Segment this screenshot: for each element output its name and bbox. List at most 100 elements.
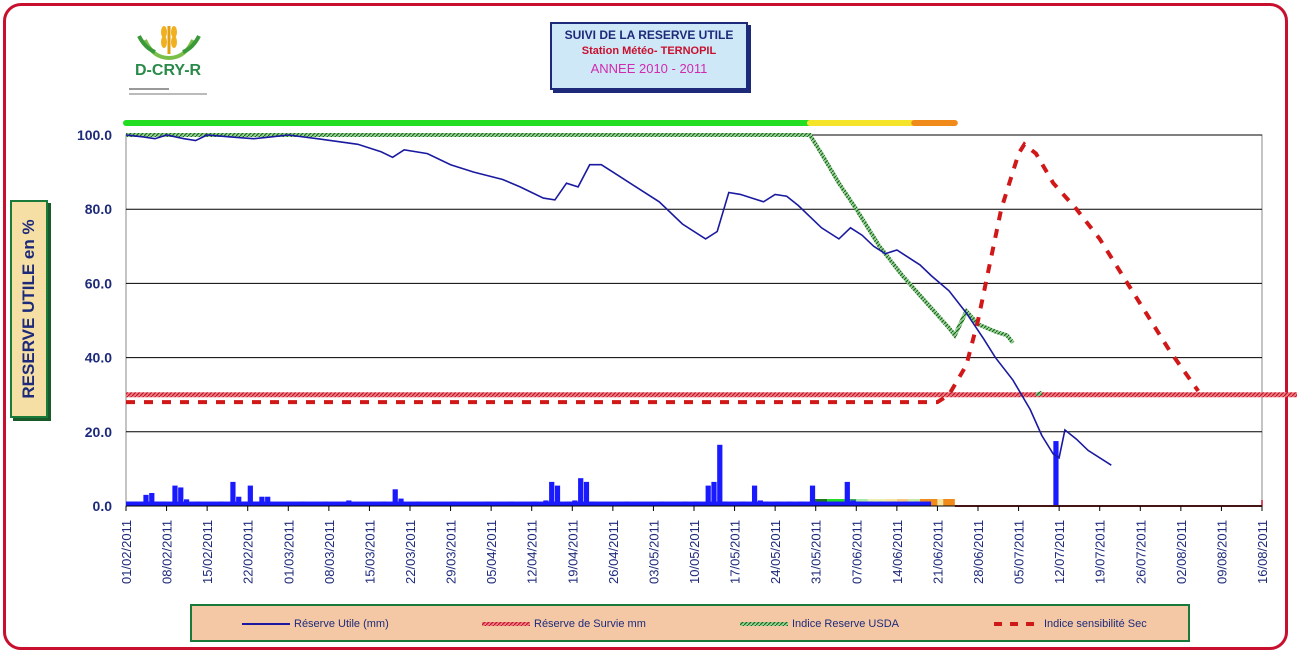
- chart-title: SUIVI DE LA RESERVE UTILE: [564, 28, 734, 42]
- x-tick-label: 08/03/2011: [322, 520, 337, 584]
- x-tick-label: 15/03/2011: [362, 520, 377, 584]
- precip-bar: [236, 496, 242, 506]
- precipitation-bars: [126, 441, 1059, 506]
- plot-area: [125, 134, 1263, 507]
- precip-bar: [717, 444, 723, 506]
- series-reserve-utile: [125, 134, 1112, 466]
- chart-station: Station Météo- TERNOPIL: [581, 45, 717, 57]
- x-tick-label: 12/07/2011: [1052, 520, 1067, 584]
- precip-bar: [381, 501, 387, 506]
- precip-bar: [815, 501, 821, 506]
- x-tick-label: 21/06/2011: [930, 520, 945, 584]
- precip-bar: [450, 501, 456, 506]
- precip-bar: [549, 481, 555, 506]
- precip-bar: [763, 501, 769, 506]
- x-tick-label: 02/08/2011: [1174, 520, 1189, 584]
- x-tick-label: 17/05/2011: [728, 520, 743, 584]
- x-tick-label: 14/06/2011: [890, 520, 905, 584]
- precip-bar: [218, 501, 224, 506]
- legend-item-reserve: Réserve Utile (mm): [242, 618, 389, 630]
- x-tick-label: 16/08/2011: [1255, 520, 1270, 584]
- legend-item-usda: Indice Reserve USDA: [740, 618, 899, 630]
- chart-title-box: SUIVI DE LA RESERVE UTILE Station Météo-…: [550, 22, 748, 90]
- legend-label-reserve: Réserve Utile (mm): [294, 618, 389, 630]
- precip-bar: [821, 501, 827, 506]
- precip-bar: [856, 501, 862, 506]
- precip-bar: [398, 498, 404, 506]
- x-tick-label: 05/04/2011: [484, 520, 499, 584]
- x-tick-label: 07/06/2011: [849, 520, 864, 584]
- precip-bar: [247, 485, 253, 506]
- precip-bar: [711, 481, 717, 506]
- precip-bar: [659, 501, 665, 506]
- precip-baseline: [126, 501, 930, 506]
- series-lines: [125, 133, 1297, 507]
- stage-bars: [123, 120, 958, 506]
- x-tick-label: 01/03/2011: [281, 520, 296, 584]
- x-tick-label: 24/05/2011: [768, 520, 783, 584]
- precip-bar: [508, 501, 514, 506]
- logo-text: D-CRY-R: [135, 62, 202, 79]
- x-tick-label: 12/04/2011: [525, 520, 540, 584]
- chart-frame: [3, 3, 1288, 650]
- precip-bar: [925, 501, 932, 506]
- precip-bar: [183, 499, 190, 506]
- chart-year: ANNEE 2010 - 2011: [590, 61, 708, 76]
- legend-label-sensibilite: Indice sensibilité Sec: [1044, 618, 1147, 630]
- precip-bar: [415, 501, 422, 506]
- precip-bar: [798, 501, 804, 506]
- y-tick-labels: 0.0 20.0 40.0 60.0 80.0 100.0: [77, 127, 112, 514]
- x-tick-label: 26/04/2011: [606, 520, 621, 584]
- x-tick-label: 05/07/2011: [1012, 520, 1027, 584]
- precip-bar: [178, 487, 184, 506]
- precip-bar: [299, 501, 306, 506]
- precip-bar: [902, 501, 908, 506]
- precip-bar: [891, 501, 897, 506]
- y-tick-label: 40.0: [85, 350, 112, 366]
- precip-bar: [566, 501, 572, 506]
- x-tick-label: 22/03/2011: [403, 520, 418, 584]
- precip-bar: [259, 496, 265, 506]
- precip-bar: [323, 501, 329, 506]
- y-tick-label: 0.0: [93, 498, 113, 514]
- precip-bar: [867, 501, 874, 506]
- legend: Réserve Utile (mm) Réserve de Survie mm …: [190, 604, 1190, 642]
- precip-bar: [682, 501, 688, 506]
- x-tick-label: 31/05/2011: [809, 520, 824, 584]
- precip-bar: [531, 501, 537, 506]
- logo-fine-print: [129, 88, 207, 95]
- precip-bar: [740, 501, 746, 506]
- precip-bar: [195, 501, 201, 506]
- precip-bar: [572, 500, 578, 506]
- y-tick-label: 80.0: [85, 201, 112, 217]
- precip-bar: [137, 501, 143, 506]
- y-tick-label: 100.0: [77, 127, 112, 143]
- precip-bar: [253, 501, 259, 506]
- logo: D-CRY-R: [125, 18, 213, 104]
- x-tick-label: 26/07/2011: [1133, 520, 1148, 584]
- precip-bar: [833, 501, 839, 506]
- legend-item-survie: Réserve de Survie mm: [482, 618, 646, 630]
- precip-bar: [241, 501, 248, 506]
- stage-bottom-segment: [943, 499, 955, 506]
- precip-bar: [694, 501, 700, 506]
- precip-bar: [346, 500, 352, 506]
- y-tick-label: 20.0: [85, 424, 112, 440]
- precip-bar: [722, 501, 729, 506]
- precip-bar: [554, 485, 561, 506]
- x-tick-label: 09/08/2011: [1214, 520, 1229, 584]
- x-tick-label: 19/04/2011: [565, 520, 580, 584]
- precip-bar: [914, 501, 920, 506]
- precip-bar: [624, 501, 630, 506]
- precip-bar: [751, 485, 758, 506]
- legend-label-survie: Réserve de Survie mm: [534, 618, 646, 630]
- x-tick-label: 08/02/2011: [160, 520, 175, 584]
- precip-bar: [172, 485, 178, 506]
- precip-bar: [131, 501, 138, 506]
- precip-bar: [543, 500, 549, 506]
- precip-bar: [149, 493, 155, 506]
- series-sensibilite: [126, 141, 1200, 405]
- precip-bar: [578, 478, 584, 506]
- wheat-hands-icon: [137, 26, 201, 61]
